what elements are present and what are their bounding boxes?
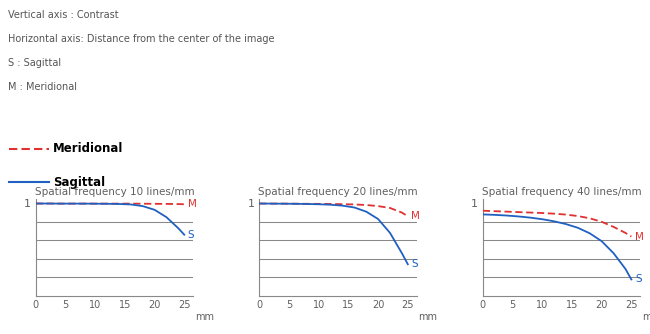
Text: M: M xyxy=(411,211,421,221)
Title: Spatial frequency 10 lines/mm: Spatial frequency 10 lines/mm xyxy=(34,187,194,197)
Title: Spatial frequency 40 lines/mm: Spatial frequency 40 lines/mm xyxy=(482,187,642,197)
Text: mm: mm xyxy=(642,312,650,322)
Text: Horizontal axis: Distance from the center of the image: Horizontal axis: Distance from the cente… xyxy=(8,34,274,44)
Text: M: M xyxy=(635,231,644,241)
Text: S: S xyxy=(411,259,418,269)
Text: mm: mm xyxy=(195,312,214,322)
Text: Sagittal: Sagittal xyxy=(53,176,105,188)
Text: mm: mm xyxy=(419,312,437,322)
Text: S : Sagittal: S : Sagittal xyxy=(8,58,61,68)
Text: S: S xyxy=(635,275,642,285)
Text: M: M xyxy=(188,199,197,209)
Text: M : Meridional: M : Meridional xyxy=(8,82,77,92)
Text: Meridional: Meridional xyxy=(53,142,124,155)
Title: Spatial frequency 20 lines/mm: Spatial frequency 20 lines/mm xyxy=(258,187,418,197)
Text: Vertical axis : Contrast: Vertical axis : Contrast xyxy=(8,10,118,20)
Text: S: S xyxy=(188,230,194,240)
